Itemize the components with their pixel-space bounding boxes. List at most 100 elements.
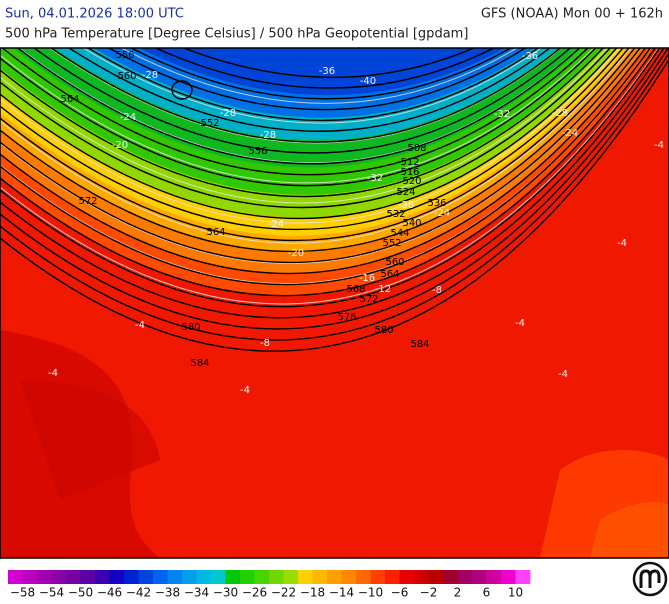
colorbar-swatch [327, 570, 342, 584]
model-run: GFS (NOAA) Mon 00 + 162h [481, 7, 663, 22]
isotherm [82, 48, 542, 124]
height-label: 580 [374, 325, 393, 336]
height-label: 564 [60, 94, 79, 105]
height-contour [0, 48, 652, 286]
height-contour [0, 48, 646, 275]
temperature-label: -4 [617, 238, 627, 249]
colorbar-tick-label: −26 [242, 586, 267, 600]
temperature-label: -28 [552, 108, 568, 119]
height-contour [0, 58, 669, 352]
colorbar-swatch [95, 570, 110, 584]
height-label: 532 [386, 209, 405, 220]
orange-area [590, 502, 669, 558]
colorbar-swatch [167, 570, 183, 584]
colorbar-swatch [211, 570, 226, 584]
isotherm [0, 48, 608, 204]
temperature-label: -4 [558, 369, 568, 380]
height-contour [67, 48, 551, 132]
colorbar-swatch [283, 570, 299, 584]
height-label: 544 [390, 228, 409, 239]
colorbar: −58 −54 −50 −46 −42 −38 −34 −30 −26 −22 −18 −14 −10−… [8, 570, 531, 600]
height-contour [129, 48, 512, 100]
colorbar-tick-label: −6 [391, 586, 409, 600]
logo-glyph [639, 569, 661, 588]
height-contour [50, 48, 562, 143]
temperature-label: -20 [112, 140, 128, 151]
height-label: 516 [400, 167, 419, 178]
colorbar-tick-label: −22 [271, 586, 296, 600]
height-label: 524 [396, 187, 415, 198]
temperature-label: -32 [494, 109, 510, 120]
height-label: 572 [359, 294, 378, 305]
temperature-label: -28 [142, 70, 158, 81]
isotherm [18, 48, 580, 164]
height-label: 508 [407, 143, 426, 154]
height-label: 576 [337, 312, 356, 323]
colorbar-tick-label: −54 [39, 586, 64, 600]
height-label: 520 [402, 176, 421, 187]
colorbar-tick-label: −58 [10, 586, 35, 600]
temperature-label: -24 [268, 219, 284, 230]
colorbar-tick-label: −42 [126, 586, 151, 600]
colorbar-swatch [341, 570, 357, 584]
subtitle: 500 hPa Temperature [Degree Celsius] / 5… [5, 27, 468, 42]
colorbar-tick-label: 2 [454, 586, 462, 600]
isotherm [120, 48, 518, 104]
height-contour [0, 48, 636, 252]
isotherm [0, 48, 595, 184]
datetime: Sun, 04.01.2026 18:00 UTC [5, 7, 184, 22]
temperature-label: -24 [434, 208, 450, 219]
colorbar-tick-label: 6 [483, 586, 491, 600]
colorbar-swatch [254, 570, 270, 584]
colorbar-swatch [109, 570, 125, 584]
height-label: 552 [200, 118, 219, 129]
temperature-label: -4 [135, 320, 145, 331]
colorbar-swatch [124, 570, 139, 584]
height-label: 540 [402, 218, 421, 229]
height-contour [0, 48, 669, 330]
colorbar-swatch [269, 570, 284, 584]
height-label: 584 [190, 358, 209, 369]
height-label: 564 [206, 227, 225, 238]
colorbar-tick-label: −2 [420, 586, 438, 600]
colorbar-tick-label: −18 [300, 586, 325, 600]
height-label: 564 [380, 269, 399, 280]
temperature-label: -8 [432, 285, 442, 296]
colorbar-swatch [138, 570, 154, 584]
map-frame [0, 47, 669, 559]
isotherm [0, 48, 659, 305]
colorbar-tick-label: 10 [508, 586, 523, 600]
colorbar-swatch [486, 570, 502, 584]
height-label: 536 [427, 198, 446, 209]
temperature-label: -4 [48, 368, 58, 379]
temperature-label: -12 [375, 284, 391, 295]
colorbar-tick-label: −46 [97, 586, 122, 600]
height-contour [0, 48, 656, 297]
colorbar-swatch [80, 570, 96, 584]
colorbar-swatch [182, 570, 197, 584]
temperature-label: -40 [360, 76, 376, 87]
height-contour [33, 48, 572, 154]
colorbar-swatch [443, 570, 458, 584]
colorbar-swatch [240, 570, 255, 584]
height-label: 560 [117, 71, 136, 82]
height-label: 568 [346, 284, 365, 295]
isotherm [0, 48, 632, 244]
height-contour [0, 48, 661, 308]
colorbar-swatch [8, 570, 23, 584]
colorbar-swatch [153, 570, 168, 584]
colorbar-swatch [312, 570, 328, 584]
height-label: 556 [115, 50, 134, 61]
colorbar-swatch [196, 570, 212, 584]
height-label: 512 [400, 157, 419, 168]
colorbar-swatch [515, 570, 531, 584]
colorbar-swatch [37, 570, 52, 584]
height-contour [107, 48, 527, 111]
height-label: 560 [385, 257, 404, 268]
height-contour [1, 48, 589, 176]
height-contour [154, 48, 496, 89]
colorbar-tick-label: −10 [358, 586, 383, 600]
height-contour [0, 48, 641, 264]
height-label: 556 [248, 146, 267, 157]
